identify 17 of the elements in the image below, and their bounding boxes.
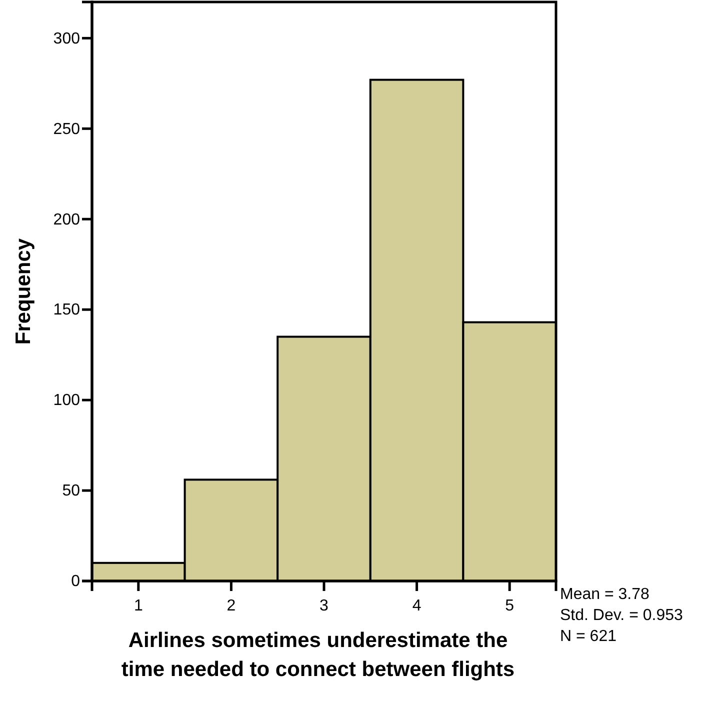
y-tick-label: 50 [62, 482, 80, 500]
y-tick-label: 300 [53, 30, 80, 48]
text: Mean = 3.78 [560, 586, 650, 603]
x-tick-label: 1 [134, 597, 143, 614]
text: N = 621 [560, 628, 617, 645]
y-tick-label: 0 [71, 573, 80, 590]
y-tick-label: 200 [53, 211, 80, 228]
y-tick-label: 150 [53, 302, 80, 319]
y-tick-label: 100 [53, 392, 80, 410]
y-tick-label: 250 [53, 120, 80, 138]
y-axis-title: Frequency [12, 238, 35, 345]
x-tick-label: 5 [505, 597, 514, 614]
text: Std. Dev. = 0.953 [560, 607, 683, 624]
x-axis-title: Airlines sometimes underestimate the time needed to connect between flights [121, 629, 515, 681]
x-tick-label: 2 [226, 597, 236, 614]
x-tick-label: 3 [320, 597, 329, 614]
x-tick-label: 4 [412, 597, 422, 614]
